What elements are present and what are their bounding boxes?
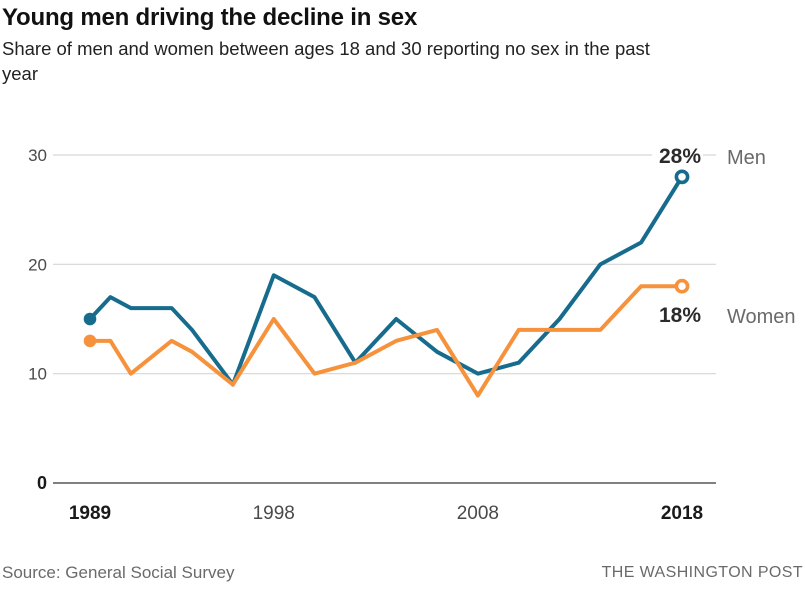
- label-halo: [652, 304, 703, 328]
- y-tick-label: 0: [37, 473, 47, 493]
- chart-subtitle-line1: Share of men and women between ages 18 a…: [2, 38, 650, 59]
- women-line: [90, 284, 682, 398]
- women-end-circle: [674, 278, 690, 294]
- men-line: [88, 175, 684, 387]
- chart-title: Young men driving the decline in sex: [2, 4, 418, 31]
- series-end-value-men: 28%: [659, 145, 701, 168]
- series-name-men: Men: [727, 147, 766, 169]
- x-tick-label: 1998: [253, 503, 295, 524]
- y-tick-label: 10: [28, 365, 47, 384]
- women-start-dot: [83, 334, 97, 348]
- publisher-credit: THE WASHINGTON POST: [601, 564, 803, 581]
- men-end-circle: [674, 169, 690, 185]
- x-tick-label: 1989: [69, 503, 111, 524]
- men-start-dot: [83, 312, 97, 326]
- chart-subtitle-line2: year: [2, 62, 38, 84]
- chart-subtitle: Share of men and women between ages 18 a…: [2, 37, 792, 86]
- source-note: Source: General Social Survey: [2, 563, 235, 582]
- y-tick-label: 30: [28, 146, 47, 165]
- series-name-women: Women: [727, 306, 796, 328]
- y-tick-label: 20: [28, 255, 47, 274]
- series-end-value-women: 18%: [659, 304, 701, 327]
- x-tick-label: 2008: [457, 503, 499, 524]
- label-halo: [652, 144, 703, 168]
- x-tick-label: 2018: [661, 503, 703, 524]
